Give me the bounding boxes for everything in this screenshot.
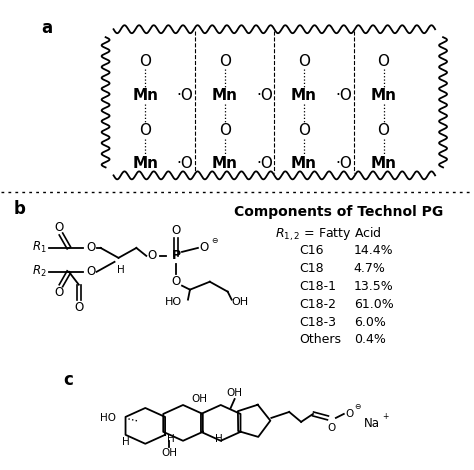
Text: 0.4%: 0.4%: [354, 333, 386, 346]
Text: HO: HO: [165, 297, 182, 306]
Text: OH: OH: [191, 394, 207, 404]
Text: O: O: [328, 423, 336, 433]
Text: Mn: Mn: [291, 88, 317, 103]
Text: Mn: Mn: [132, 156, 158, 171]
Text: 14.4%: 14.4%: [354, 244, 393, 257]
Text: ·O: ·O: [256, 88, 273, 103]
Text: Mn: Mn: [212, 88, 237, 103]
Text: O: O: [139, 123, 151, 138]
Text: O: O: [55, 286, 64, 299]
Text: b: b: [13, 200, 25, 218]
Text: $R_{1,2}$ = Fatty Acid: $R_{1,2}$ = Fatty Acid: [275, 226, 383, 243]
Text: O: O: [147, 250, 157, 262]
Text: 6.0%: 6.0%: [354, 315, 386, 329]
Text: ·O: ·O: [256, 156, 273, 171]
Text: O: O: [346, 409, 354, 419]
Text: HO: HO: [100, 413, 116, 423]
Text: Na: Na: [364, 417, 380, 431]
Text: 4.7%: 4.7%: [354, 262, 386, 275]
Text: Mn: Mn: [371, 156, 397, 171]
Text: C18: C18: [299, 262, 324, 275]
Text: OH: OH: [227, 388, 243, 398]
Text: O: O: [377, 123, 390, 138]
Text: O: O: [172, 275, 181, 288]
Text: O: O: [199, 242, 209, 254]
Text: $R_2$: $R_2$: [32, 264, 46, 279]
Text: 13.5%: 13.5%: [354, 280, 393, 293]
Text: Components of Technol PG: Components of Technol PG: [234, 205, 444, 219]
Text: ·O: ·O: [336, 156, 352, 171]
Text: O: O: [377, 54, 390, 69]
Text: O: O: [86, 265, 95, 278]
Text: O: O: [74, 301, 83, 314]
Text: $^{\ominus}$: $^{\ominus}$: [354, 403, 362, 413]
Text: $^{+}$: $^{+}$: [382, 412, 389, 422]
Text: C18-3: C18-3: [299, 315, 336, 329]
Text: H: H: [121, 437, 129, 447]
Text: O: O: [86, 242, 95, 254]
Text: Mn: Mn: [132, 88, 158, 103]
Text: c: c: [63, 371, 73, 389]
Text: $^{\ominus}$: $^{\ominus}$: [211, 237, 219, 247]
Text: O: O: [298, 54, 310, 69]
Text: Mn: Mn: [371, 88, 397, 103]
Text: Others: Others: [299, 333, 341, 346]
Text: Mn: Mn: [212, 156, 237, 171]
Text: C18-1: C18-1: [299, 280, 336, 293]
Text: P: P: [172, 250, 181, 262]
Text: C16: C16: [299, 244, 324, 257]
Text: $R_1$: $R_1$: [32, 240, 46, 256]
Text: H: H: [117, 265, 124, 275]
Text: O: O: [298, 123, 310, 138]
Text: ·O: ·O: [176, 88, 193, 103]
Text: OH: OH: [231, 297, 248, 306]
Text: 61.0%: 61.0%: [354, 298, 393, 311]
Text: O: O: [172, 224, 181, 236]
Text: O: O: [219, 123, 231, 138]
Text: H: H: [215, 434, 223, 444]
Text: OH: OH: [161, 448, 177, 458]
Text: H: H: [167, 434, 175, 444]
Text: a: a: [41, 19, 52, 37]
Text: O: O: [55, 220, 64, 234]
Text: ·O: ·O: [336, 88, 352, 103]
Text: ·O: ·O: [176, 156, 193, 171]
Text: O: O: [219, 54, 231, 69]
Text: C18-2: C18-2: [299, 298, 336, 311]
Text: O: O: [139, 54, 151, 69]
Text: Mn: Mn: [291, 156, 317, 171]
